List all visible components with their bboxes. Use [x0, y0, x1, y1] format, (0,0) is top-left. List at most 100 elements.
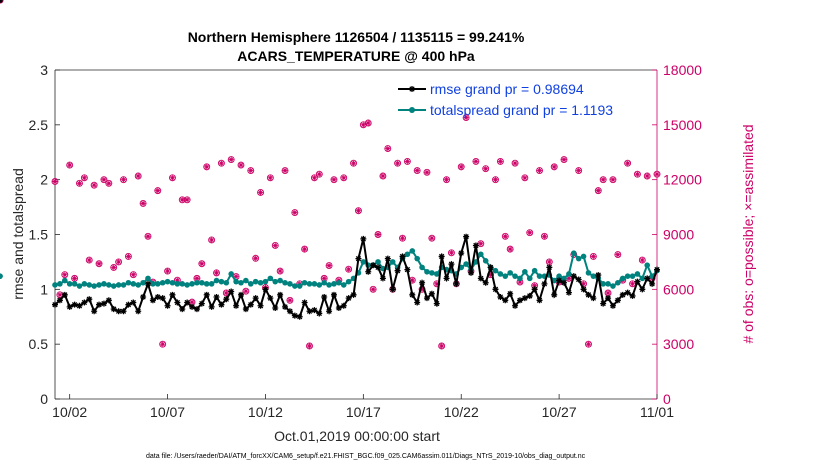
totalspread-point: [81, 281, 88, 287]
totalspread-point: [497, 271, 504, 277]
totalspread-point: [570, 250, 577, 256]
x-tick-label: 10/12: [248, 404, 283, 420]
totalspread-point: [110, 283, 117, 289]
obs-count-point: [560, 156, 568, 164]
totalspread-point: [159, 279, 166, 286]
rmse-point: [179, 306, 186, 313]
obs-count-point: [85, 256, 93, 264]
legend-spread-marker: [409, 107, 415, 113]
rmse-point: [614, 297, 621, 304]
rmse-point: [585, 291, 592, 298]
rmse-point: [208, 303, 215, 310]
totalspread-point: [76, 283, 83, 289]
obs-count-point: [247, 167, 255, 174]
totalspread-point: [585, 270, 592, 276]
obs-count-point: [310, 174, 318, 182]
totalspread-point: [179, 281, 186, 287]
rmse-point: [345, 295, 352, 302]
rmse-point: [71, 301, 78, 308]
rmse-point: [326, 308, 333, 315]
rmse-point: [394, 267, 401, 274]
totalspread-point: [96, 282, 102, 288]
obs-count-point: [139, 199, 147, 207]
obs-count-point: [100, 176, 108, 184]
obs-count-point: [124, 252, 132, 260]
totalspread-point: [292, 283, 298, 289]
rmse-point: [507, 290, 514, 297]
x-tick-label: 10/27: [542, 404, 577, 420]
obs-count-point: [105, 179, 113, 187]
obs-count-point: [257, 189, 265, 196]
obs-count-point: [482, 165, 490, 173]
rmse-point: [110, 306, 117, 313]
totalspread-point: [517, 275, 523, 282]
totalspread-point: [120, 282, 127, 288]
obs-count-point: [154, 187, 162, 195]
rmse-point: [590, 295, 597, 302]
obs-count-point: [66, 161, 74, 169]
totalspread-point: [615, 279, 621, 286]
obs-count-point: [80, 174, 88, 182]
obs-count-point: [359, 121, 367, 129]
totalspread-point: [199, 279, 205, 286]
rmse-point: [502, 297, 509, 304]
obs-count-point: [609, 176, 617, 184]
obs-count-point: [51, 178, 59, 185]
totalspread-point: [482, 258, 489, 264]
obs-count-point: [589, 252, 597, 260]
obs-count-point: [643, 172, 651, 180]
totalspread-point: [272, 278, 279, 285]
totalspread-point: [223, 279, 230, 286]
totalspread-point: [296, 283, 303, 289]
obs-count-point: [506, 245, 514, 253]
obs-count-point: [526, 229, 534, 237]
rmse-point: [291, 312, 298, 319]
obs-count-point: [540, 232, 548, 240]
obs-count-point: [115, 258, 123, 266]
rmse-point: [399, 253, 406, 260]
obs-count-point: [614, 251, 622, 259]
totalspread-point: [252, 278, 259, 285]
totalspread-point: [414, 255, 420, 262]
totalspread-point: [610, 283, 616, 289]
y-tick-right-label: 3000: [663, 336, 694, 352]
obs-count-point: [208, 236, 216, 244]
totalspread-point: [61, 277, 68, 284]
rmse-point: [213, 294, 220, 301]
totalspread-point: [203, 281, 210, 287]
x-tick-label: 10/17: [346, 404, 381, 420]
obs-count-point: [496, 157, 504, 165]
obs-count-point: [242, 287, 250, 295]
totalspread-point: [311, 281, 318, 287]
y-tick-right-label: 15000: [663, 117, 702, 133]
totalspread-point: [331, 281, 337, 287]
rmse-point: [443, 275, 450, 282]
totalspread-point: [57, 281, 63, 287]
obs-count-point: [604, 289, 612, 297]
obs-count-point: [61, 271, 69, 279]
totalspread-point: [619, 275, 626, 282]
rmse-point: [233, 302, 240, 309]
y-tick-left-label: 0: [40, 391, 48, 407]
totalspread-point: [419, 264, 425, 271]
rmse-point: [546, 264, 553, 271]
rmse-point: [184, 299, 191, 306]
totalspread-point: [360, 259, 367, 265]
rmse-point: [135, 308, 142, 315]
rmse-point: [144, 280, 151, 287]
rmse-point: [164, 302, 171, 309]
totalspread-point: [101, 281, 107, 287]
rmse-point: [335, 304, 342, 311]
totalspread-point: [218, 278, 225, 285]
y-tick-right-label: 12000: [663, 172, 702, 188]
totalspread-point: [644, 262, 651, 269]
rmse-point: [580, 286, 587, 293]
rmse-point: [193, 306, 200, 313]
totalspread-point: [536, 273, 543, 279]
rmse-point: [247, 301, 254, 308]
y-tick-right-label: 6000: [663, 281, 694, 297]
totalspread-point: [150, 281, 156, 287]
rmse-point: [370, 262, 377, 269]
obs-count-point: [599, 176, 607, 184]
obs-count-point: [594, 187, 602, 195]
